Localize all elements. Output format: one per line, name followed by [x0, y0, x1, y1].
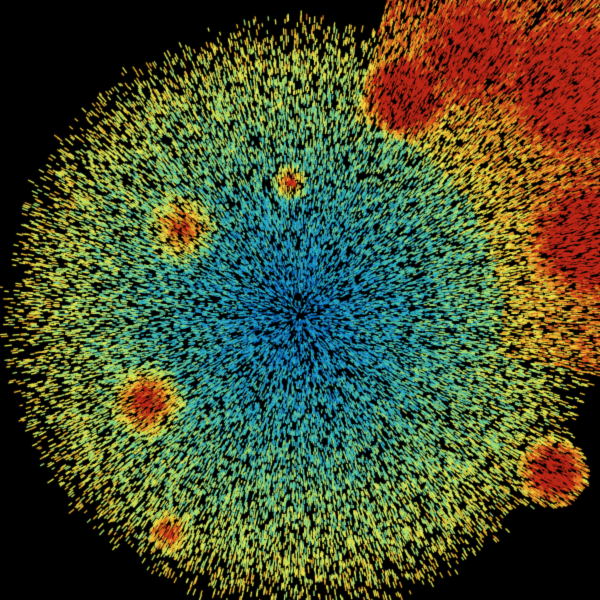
- radar-reflectivity-image: [0, 0, 600, 600]
